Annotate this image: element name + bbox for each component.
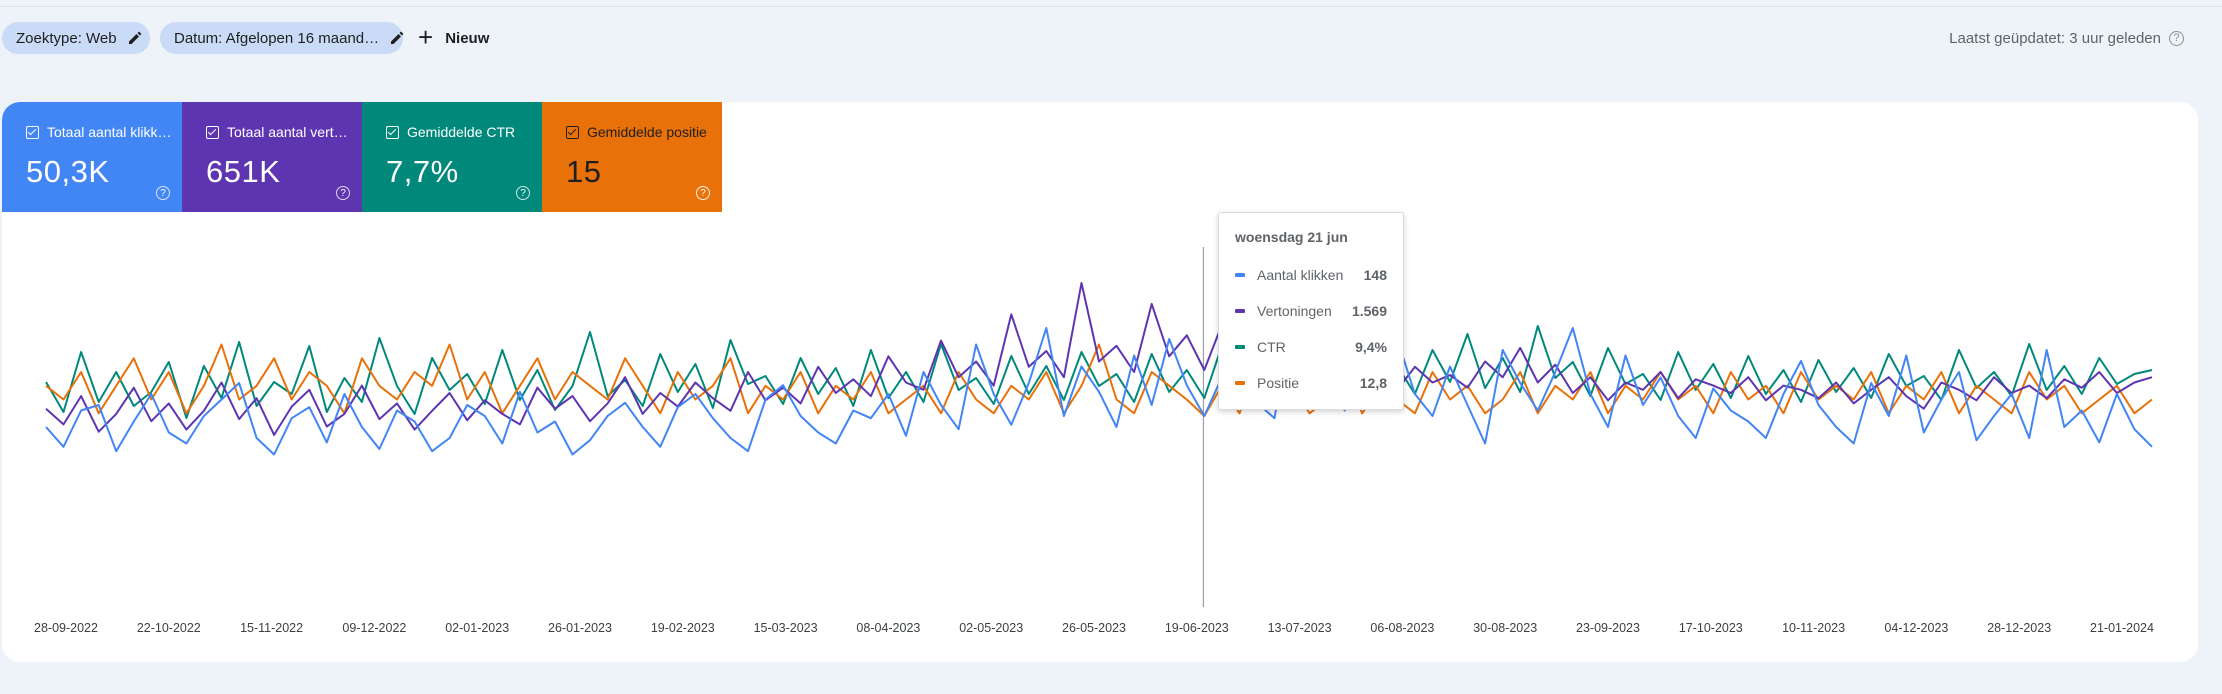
chart-tooltip: woensdag 21 jun Aantal klikken 148 Verto… <box>1218 212 1404 410</box>
metric-value: 15 <box>566 154 602 189</box>
metric-value: 50,3K <box>26 154 110 189</box>
tooltip-series-name: Aantal klikken <box>1257 267 1344 283</box>
x-tick-label: 02-05-2023 <box>959 621 1023 635</box>
plus-icon: + <box>418 21 434 52</box>
x-tick-label: 28-09-2022 <box>34 621 98 635</box>
edit-pencil-icon[interactable] <box>389 30 405 46</box>
metric-cards: Totaal aantal klikk… 50,3K ? Totaal aant… <box>2 102 722 212</box>
tooltip-series-value: 148 <box>1363 267 1387 283</box>
x-tick-label: 30-08-2023 <box>1473 621 1537 635</box>
tooltip-series-value: 1.569 <box>1351 303 1387 319</box>
metric-card-position[interactable]: Gemiddelde positie 15 ? <box>542 102 722 212</box>
performance-chart-card: 28-09-2022 22-10-2022 15-11-2022 09-12-2022… <box>2 102 2198 662</box>
x-tick-label: 17-10-2023 <box>1679 621 1743 635</box>
metric-card-ctr[interactable]: Gemiddelde CTR 7,7% ? <box>362 102 542 212</box>
x-tick-label: 15-03-2023 <box>754 621 818 635</box>
x-tick-label: 09-12-2022 <box>342 621 406 635</box>
metric-label: Gemiddelde positie <box>566 124 712 140</box>
help-icon[interactable]: ? <box>2169 30 2184 46</box>
filter-bar: Zoektype: Web Datum: Afgelopen 16 maand…… <box>0 22 2222 56</box>
x-tick-label: 13-07-2023 <box>1268 621 1332 635</box>
tooltip-row-clicks: Aantal klikken 148 <box>1235 257 1387 293</box>
edit-pencil-icon[interactable] <box>127 30 143 46</box>
x-tick-label: 26-05-2023 <box>1062 621 1126 635</box>
x-tick-label: 15-11-2022 <box>240 621 303 635</box>
series-swatch <box>1235 345 1245 349</box>
tooltip-series-value: 9,4% <box>1355 339 1387 355</box>
date-filter-label: Datum: Afgelopen 16 maand… <box>174 29 380 47</box>
x-tick-label: 08-04-2023 <box>856 621 920 635</box>
checkbox-checked-icon[interactable] <box>206 125 219 139</box>
tooltip-row-ctr: CTR 9,4% <box>1235 329 1387 365</box>
search-type-filter-chip[interactable]: Zoektype: Web <box>2 22 150 54</box>
checkbox-checked-icon[interactable] <box>26 125 39 139</box>
checkbox-checked-icon[interactable] <box>386 125 399 139</box>
metric-value: 651K <box>206 154 281 189</box>
tooltip-date: woensdag 21 jun <box>1235 229 1348 245</box>
x-tick-label: 26-01-2023 <box>548 621 612 635</box>
x-tick-label: 23-09-2023 <box>1576 621 1640 635</box>
x-tick-label: 22-10-2022 <box>137 621 201 635</box>
help-icon[interactable]: ? <box>336 186 350 200</box>
last-updated: Laatst geüpdatet: 3 uur geleden ? <box>1949 22 2184 54</box>
search-type-filter-label: Zoektype: Web <box>16 29 117 47</box>
series-line-2 <box>45 325 2153 419</box>
metric-label: Totaal aantal klikk… <box>26 124 172 140</box>
new-filter-label: Nieuw <box>445 29 490 47</box>
series-line-1 <box>45 282 2153 436</box>
date-filter-chip[interactable]: Datum: Afgelopen 16 maand… <box>160 22 405 54</box>
metric-card-clicks[interactable]: Totaal aantal klikk… 50,3K ? <box>2 102 182 212</box>
tooltip-series-name: Vertoningen <box>1257 303 1332 319</box>
series-swatch <box>1235 273 1245 277</box>
metric-label-text: Gemiddelde positie <box>587 124 707 140</box>
x-tick-label: 10-11-2023 <box>1782 621 1845 635</box>
x-tick-label: 28-12-2023 <box>1987 621 2051 635</box>
x-tick-label: 04-12-2023 <box>1884 621 1948 635</box>
series-line-0 <box>45 316 2153 456</box>
tooltip-series-value: 12,8 <box>1359 375 1387 391</box>
x-tick-label: 06-08-2023 <box>1370 621 1434 635</box>
tooltip-series-name: Positie <box>1257 375 1300 391</box>
series-swatch <box>1235 309 1245 313</box>
tooltip-series-name: CTR <box>1257 339 1286 355</box>
metric-label: Totaal aantal vert… <box>206 124 352 140</box>
last-updated-text: Laatst geüpdatet: 3 uur geleden <box>1949 29 2161 47</box>
help-icon[interactable]: ? <box>156 186 170 200</box>
metric-value: 7,7% <box>386 154 459 189</box>
x-tick-label: 02-01-2023 <box>445 621 509 635</box>
tooltip-row-impressions: Vertoningen 1.569 <box>1235 293 1387 329</box>
new-filter-button[interactable]: + Nieuw <box>418 22 489 54</box>
checkbox-checked-icon[interactable] <box>566 125 579 139</box>
top-divider <box>0 0 2222 7</box>
series-line-3 <box>45 343 2153 417</box>
metric-label: Gemiddelde CTR <box>386 124 532 140</box>
metric-card-impressions[interactable]: Totaal aantal vert… 651K ? <box>182 102 362 212</box>
metric-label-text: Totaal aantal vert… <box>227 124 348 140</box>
performance-chart[interactable]: 28-09-2022 22-10-2022 15-11-2022 09-12-2022… <box>2 102 2198 662</box>
metric-label-text: Gemiddelde CTR <box>407 124 516 140</box>
metric-label-text: Totaal aantal klikk… <box>47 124 172 140</box>
series-swatch <box>1235 381 1245 385</box>
x-tick-label: 19-02-2023 <box>651 621 715 635</box>
help-icon[interactable]: ? <box>696 186 710 200</box>
tooltip-row-position: Positie 12,8 <box>1235 365 1387 401</box>
x-tick-label: 19-06-2023 <box>1165 621 1229 635</box>
x-tick-label: 21-01-2024 <box>2090 621 2154 635</box>
help-icon[interactable]: ? <box>516 186 530 200</box>
